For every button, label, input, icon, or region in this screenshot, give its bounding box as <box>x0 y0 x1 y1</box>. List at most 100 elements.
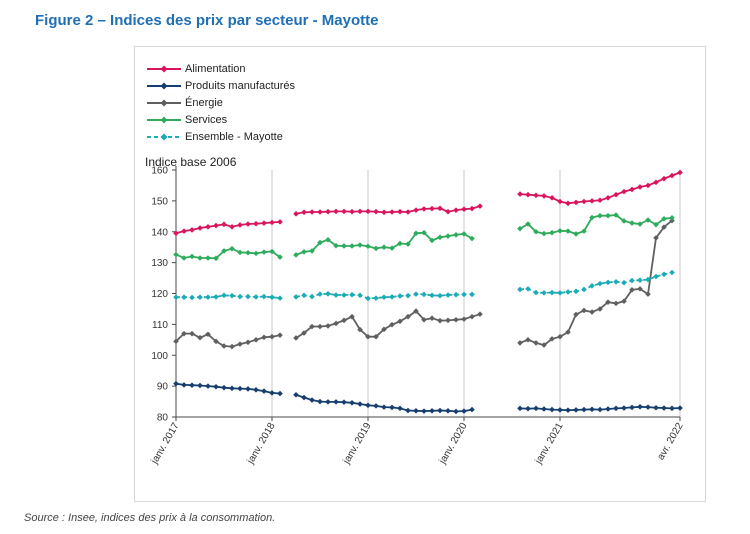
data-point-produits-manufactures <box>325 399 331 405</box>
data-point-produits-manufactures <box>253 387 259 393</box>
data-point-alimentation <box>341 208 347 215</box>
data-point-produits-manufactures <box>605 406 611 412</box>
data-point-ensemble-mayotte <box>421 291 427 298</box>
data-point-alimentation <box>397 208 403 215</box>
data-point-services <box>349 243 355 249</box>
data-point-energie <box>405 313 411 320</box>
data-point-produits-manufactures <box>189 382 195 388</box>
data-point-produits-manufactures <box>661 405 667 411</box>
data-point-alimentation <box>205 224 211 230</box>
x-tick-label: janv. 2020 <box>437 421 470 467</box>
data-point-produits-manufactures <box>621 405 627 411</box>
data-point-ensemble-mayotte <box>437 292 443 299</box>
data-point-ensemble-mayotte <box>453 291 459 298</box>
data-point-services <box>589 214 595 221</box>
data-point-energie <box>461 316 467 322</box>
data-point-services <box>533 228 539 235</box>
data-point-alimentation <box>317 209 323 215</box>
data-point-services <box>605 212 611 219</box>
data-point-produits-manufactures <box>549 406 555 413</box>
data-point-produits-manufactures <box>581 406 587 413</box>
data-point-energie <box>189 330 195 337</box>
y-tick-label: 100 <box>151 351 168 362</box>
data-point-ensemble-mayotte <box>541 290 547 296</box>
data-point-ensemble-mayotte <box>277 295 283 301</box>
data-point-services <box>525 221 531 227</box>
data-point-services <box>205 255 211 261</box>
series-line-energie <box>519 219 673 347</box>
data-point-alimentation <box>229 224 235 230</box>
data-point-alimentation <box>613 191 619 198</box>
data-point-alimentation <box>541 193 547 199</box>
data-point-alimentation <box>429 205 435 212</box>
data-point-produits-manufactures <box>197 382 203 389</box>
data-point-ensemble-mayotte <box>269 294 275 301</box>
legend-label-produits-manufactures: Produits manufacturés <box>185 79 296 92</box>
data-point-alimentation <box>173 230 179 237</box>
data-point-produits-manufactures <box>213 383 219 390</box>
data-point-ensemble-mayotte <box>309 293 315 300</box>
data-point-produits-manufactures <box>541 406 547 412</box>
legend-item-energie: Énergie <box>147 94 295 111</box>
data-point-produits-manufactures <box>573 407 579 413</box>
data-point-energie <box>605 299 611 305</box>
data-point-alimentation <box>269 219 275 226</box>
data-point-produits-manufactures <box>293 391 299 398</box>
data-point-ensemble-mayotte <box>205 294 211 301</box>
data-point-energie <box>397 318 403 325</box>
data-point-alimentation <box>197 225 203 231</box>
data-point-energie <box>549 336 555 342</box>
data-point-ensemble-mayotte <box>253 294 259 300</box>
data-point-energie <box>253 337 259 343</box>
legend-swatch-energie <box>147 99 181 106</box>
data-point-energie <box>341 317 347 324</box>
data-point-energie <box>373 333 379 340</box>
legend-swatch-ensemble-mayotte <box>147 133 181 140</box>
data-point-alimentation <box>525 191 531 198</box>
data-point-services <box>629 220 635 226</box>
data-point-ensemble-mayotte <box>381 294 387 301</box>
data-point-alimentation <box>637 184 643 190</box>
data-point-alimentation <box>325 208 331 215</box>
data-point-ensemble-mayotte <box>629 277 635 284</box>
data-point-alimentation <box>221 221 227 228</box>
data-point-alimentation <box>629 186 635 193</box>
x-tick-label: avr. 2022 <box>655 421 685 463</box>
data-point-energie <box>301 330 307 336</box>
data-point-alimentation <box>461 206 467 213</box>
data-point-produits-manufactures <box>445 408 451 414</box>
data-point-alimentation <box>437 205 443 212</box>
data-point-energie <box>317 323 323 330</box>
data-point-produits-manufactures <box>589 406 595 413</box>
data-point-alimentation <box>373 208 379 215</box>
legend-swatch-produits-manufactures <box>147 82 181 89</box>
data-point-alimentation <box>357 208 363 215</box>
data-point-services <box>317 239 323 246</box>
data-point-produits-manufactures <box>373 403 379 409</box>
data-point-ensemble-mayotte <box>357 292 363 299</box>
data-point-ensemble-mayotte <box>173 294 179 301</box>
data-point-alimentation <box>677 169 683 176</box>
data-point-produits-manufactures <box>349 399 355 406</box>
data-point-produits-manufactures <box>629 404 635 411</box>
data-point-ensemble-mayotte <box>605 279 611 286</box>
legend-item-produits-manufactures: Produits manufacturés <box>147 77 295 94</box>
data-point-alimentation <box>669 172 675 179</box>
data-point-ensemble-mayotte <box>661 271 667 278</box>
data-point-services <box>549 229 555 236</box>
data-point-ensemble-mayotte <box>413 291 419 297</box>
data-point-alimentation <box>293 211 299 217</box>
data-point-ensemble-mayotte <box>597 280 603 287</box>
data-point-energie <box>469 313 475 320</box>
data-point-energie <box>477 311 483 317</box>
data-point-energie <box>309 323 315 330</box>
data-point-ensemble-mayotte <box>293 294 299 300</box>
data-point-ensemble-mayotte <box>349 291 355 298</box>
data-point-energie <box>629 286 635 293</box>
data-point-produits-manufactures <box>637 404 643 410</box>
data-point-energie <box>541 342 547 348</box>
y-tick-label: 110 <box>152 320 168 331</box>
data-point-energie <box>421 316 427 323</box>
data-point-energie <box>333 320 339 327</box>
